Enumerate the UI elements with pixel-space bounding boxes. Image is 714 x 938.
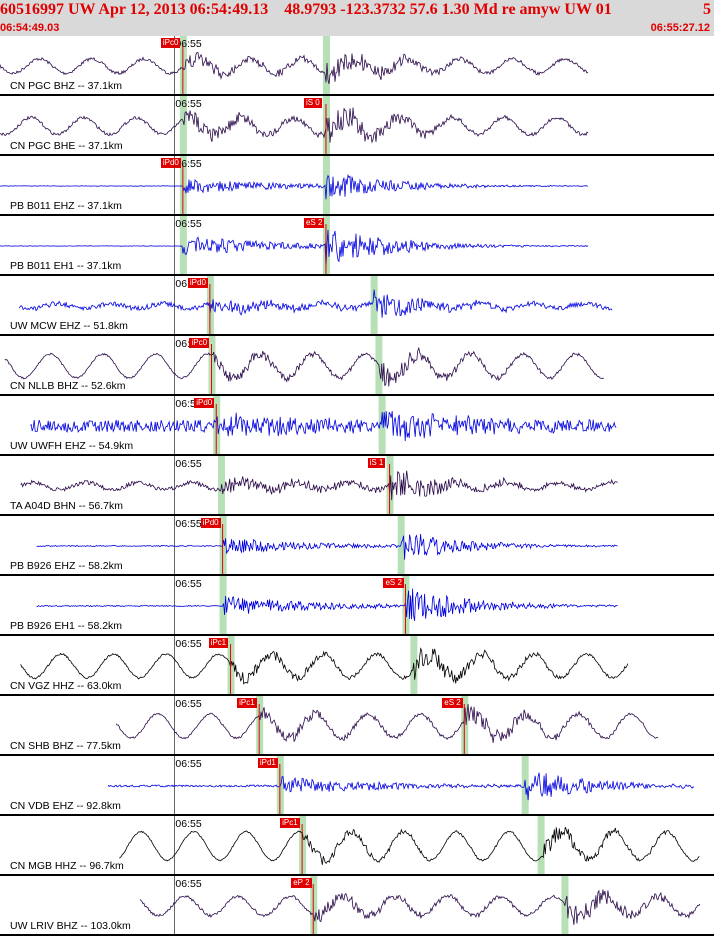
station-label: UW MCW EHZ -- 51.8km — [10, 320, 128, 332]
pick-label[interactable]: iPc1 — [237, 698, 257, 708]
window-start-time: 06:54:49.03 — [0, 22, 60, 34]
pick-label[interactable]: eS 2 — [303, 218, 325, 228]
waveform-line — [18, 289, 613, 318]
tick-time-label: 06:55 — [175, 158, 202, 170]
tick-time-label: 06:55 — [175, 518, 202, 530]
pick-label[interactable]: iS 1 — [367, 458, 386, 468]
trace-plot — [20, 636, 629, 694]
pick-label[interactable]: iPd0 — [194, 398, 215, 408]
phase-band — [370, 276, 378, 334]
pick-label[interactable]: iPc1 — [280, 818, 300, 828]
waveform-line — [20, 647, 629, 685]
station-label: UW LRIV BHZ -- 103.0km — [10, 920, 131, 932]
tick-time-label: 06:55 — [175, 38, 202, 50]
waveform-line — [115, 703, 659, 743]
tick-time-label: 06:55 — [175, 878, 202, 890]
trace-plot — [20, 456, 618, 514]
waveform-line — [0, 52, 589, 84]
trace-panel[interactable]: 06:55 iPd0 PB B926 EHZ -- 58.2km — [0, 516, 714, 576]
trace-plot — [119, 816, 700, 874]
waveform-line — [139, 889, 701, 925]
trace-panel[interactable]: 06:55 iPd0 UW UWFH EHZ -- 54.9km — [0, 396, 714, 456]
trace-plot — [0, 96, 589, 154]
station-label: CN VGZ HHZ -- 63.0km — [10, 680, 122, 692]
station-label: CN PGC BHZ -- 37.1km — [10, 80, 123, 92]
pick-label[interactable]: eS 2 — [383, 578, 404, 588]
pick-label[interactable]: iPd0 — [160, 158, 181, 168]
trace-plot — [107, 756, 695, 814]
trace-plot — [0, 216, 589, 274]
trace-plot — [29, 396, 617, 454]
station-label: CN PGC BHE -- 37.1km — [10, 140, 123, 152]
trace-panel[interactable]: 06:55 iPd1 CN VDB EHZ -- 92.8km — [0, 756, 714, 816]
station-label: PB B926 EHZ -- 58.2km — [10, 560, 123, 572]
trace-panel[interactable]: 06:55 eS 2 PB B926 EH1 -- 58.2km — [0, 576, 714, 636]
event-number: 5 — [703, 1, 711, 18]
trace-plot — [18, 276, 613, 334]
tick-time-label: 06:55 — [175, 218, 202, 230]
waveform-line — [119, 826, 700, 865]
waveform-line — [107, 772, 695, 801]
pick-label[interactable]: iPd1 — [257, 758, 278, 768]
waveform-line — [36, 533, 618, 560]
tick-time-label: 06:55 — [175, 458, 202, 470]
tick-time-label: 06:55 — [175, 698, 202, 710]
waveform-line — [29, 411, 617, 442]
phase-band — [179, 216, 187, 274]
pick-label[interactable]: iPc0 — [160, 38, 181, 48]
window-end-time: 06:55:27.12 — [650, 22, 710, 34]
trace-plot — [36, 576, 618, 634]
trace-panels: 06:55 iPc0 CN PGC BHZ -- 37.1km 06:55 iS 0 CN… — [0, 36, 714, 938]
event-title: 60516997 UW Apr 12, 2013 06:54:49.13 48.… — [0, 1, 612, 18]
trace-panel[interactable]: 06:55 iS 1 TA A04D BHN -- 56.7km — [0, 456, 714, 516]
pick-label[interactable]: eP 2 — [291, 878, 312, 888]
trace-plot — [36, 516, 618, 574]
trace-panel[interactable]: 06:55 iPc1 CN MGB HHZ -- 96.7km — [0, 816, 714, 876]
phase-band — [179, 96, 187, 154]
station-label: PB B011 EH1 -- 37.1km — [10, 260, 122, 272]
trace-panel[interactable]: 06:55 iPd0 PB B011 EHZ -- 37.1km — [0, 156, 714, 216]
tick-time-label: 06:55 — [175, 758, 202, 770]
phase-band — [322, 36, 330, 94]
station-label: TA A04D BHN -- 56.7km — [10, 500, 124, 512]
tick-time-label: 06:55 — [175, 578, 202, 590]
trace-plot — [4, 336, 604, 394]
station-label: PB B926 EH1 -- 58.2km — [10, 620, 123, 632]
waveform-line — [0, 173, 589, 200]
pick-label[interactable]: iPd0 — [200, 518, 221, 528]
trace-panel[interactable]: 06:55 iS 0 CN PGC BHE -- 37.1km — [0, 96, 714, 156]
trace-plot — [115, 696, 659, 754]
tick-time-label: 06:55 — [175, 638, 202, 650]
waveform-line — [0, 107, 589, 144]
waveform-line — [20, 470, 618, 501]
phase-band — [537, 816, 545, 874]
pick-label[interactable]: iPd0 — [187, 278, 208, 288]
station-label: PB B011 EHZ -- 37.1km — [10, 200, 122, 212]
pick-label[interactable]: iS 0 — [303, 98, 322, 108]
tick-time-label: 06:55 — [175, 818, 202, 830]
pick-label[interactable]: iPc0 — [189, 338, 210, 348]
trace-panel[interactable]: 06:55 iPc0 CN PGC BHZ -- 37.1km — [0, 36, 714, 96]
station-label: CN MGB HHZ -- 96.7km — [10, 860, 124, 872]
phase-band — [378, 396, 386, 454]
station-label: CN VDB EHZ -- 92.8km — [10, 800, 121, 812]
waveform-line — [4, 346, 604, 387]
station-label: CN SHB BHZ -- 77.5km — [10, 740, 121, 752]
tick-time-label: 06:55 — [175, 98, 202, 110]
event-header: 60516997 UW Apr 12, 2013 06:54:49.13 48.… — [0, 0, 714, 36]
trace-panel[interactable]: 06:55 eS 2 PB B011 EH1 -- 37.1km — [0, 216, 714, 276]
pick-label[interactable]: eS 2 — [442, 698, 463, 708]
pick-label[interactable]: iPc1 — [208, 638, 229, 648]
trace-panel[interactable]: 06:55 eP 2 UW LRIV BHZ -- 103.0km — [0, 876, 714, 936]
trace-panel[interactable]: 06:55 iPc1 CN VGZ HHZ -- 63.0km — [0, 636, 714, 696]
waveform-line — [36, 588, 618, 621]
station-label: UW UWFH EHZ -- 54.9km — [10, 440, 134, 452]
station-label: CN NLLB BHZ -- 52.6km — [10, 380, 126, 392]
trace-panel[interactable]: 06:55 iPc1 eS 2 CN SHB BHZ -- 77.5km — [0, 696, 714, 756]
trace-plot — [139, 876, 701, 934]
waveform-line — [0, 229, 589, 268]
